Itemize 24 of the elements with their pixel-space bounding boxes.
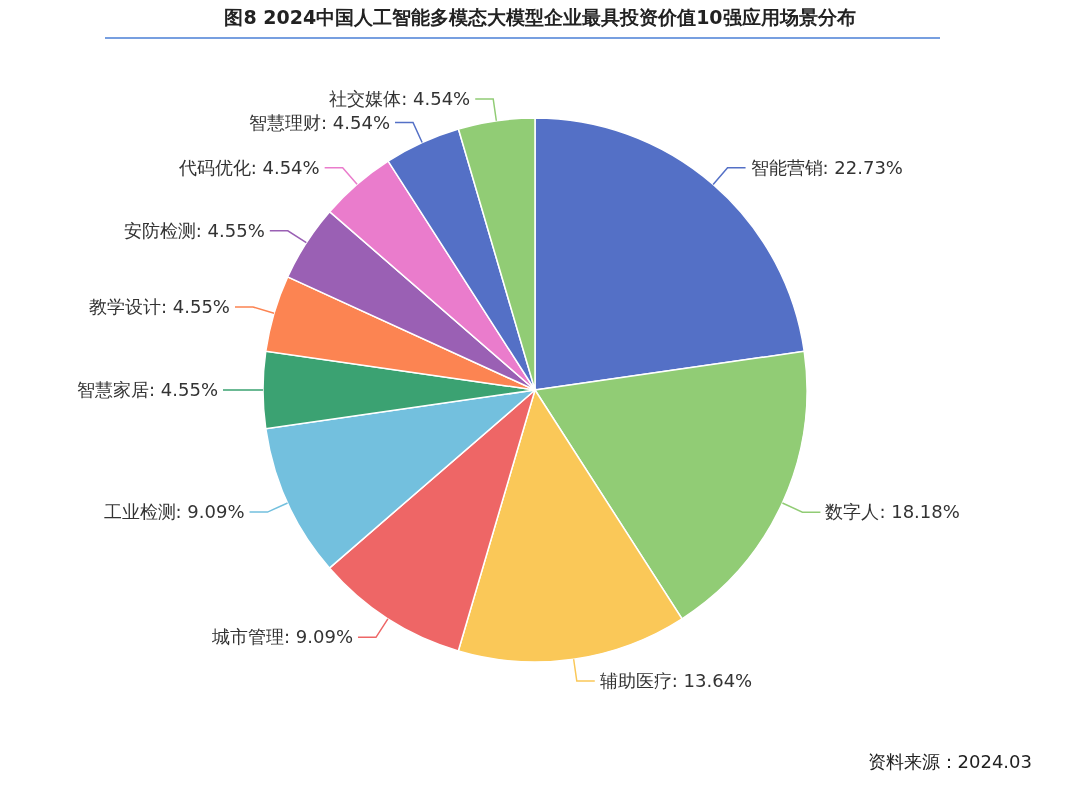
- data-label: : 18.18%: [879, 501, 960, 523]
- slice-label: 城市管理: [211, 626, 285, 648]
- data-label: : 4.54%: [401, 87, 471, 109]
- slice-label: 辅助医疗: [599, 670, 672, 692]
- text: 资料来源：2024.03: [867, 751, 1032, 772]
- slice-label: 代码优化: [177, 156, 251, 178]
- data-label: : 4.54%: [321, 111, 391, 133]
- slice-label: 智慧家居: [77, 378, 150, 400]
- data-label: : 4.55%: [149, 378, 218, 400]
- data-label: : 4.55%: [160, 296, 230, 317]
- data-label: : 9.09%: [175, 501, 245, 523]
- slice-label: 数字人: [825, 501, 880, 523]
- data-label: : 13.64%: [671, 670, 753, 692]
- data-label: : 4.54%: [250, 156, 320, 178]
- slice-label: 工业检测: [103, 501, 176, 523]
- slice-label: 社交媒体: [329, 87, 402, 109]
- chart-title: 图8 2024中国人工智能多模态大模型企业最具投资价值10强应用场景分布: [224, 6, 856, 28]
- slice-label: 教学设计: [88, 296, 161, 317]
- data-label: : 9.09%: [284, 626, 353, 648]
- data-label: : 4.55%: [195, 219, 265, 241]
- slice-label: 安防检测: [123, 219, 196, 241]
- data-label: : 22.73%: [822, 156, 903, 178]
- slice-label: 智慧理财: [249, 111, 322, 133]
- slice-label: 智能营销: [750, 156, 823, 178]
